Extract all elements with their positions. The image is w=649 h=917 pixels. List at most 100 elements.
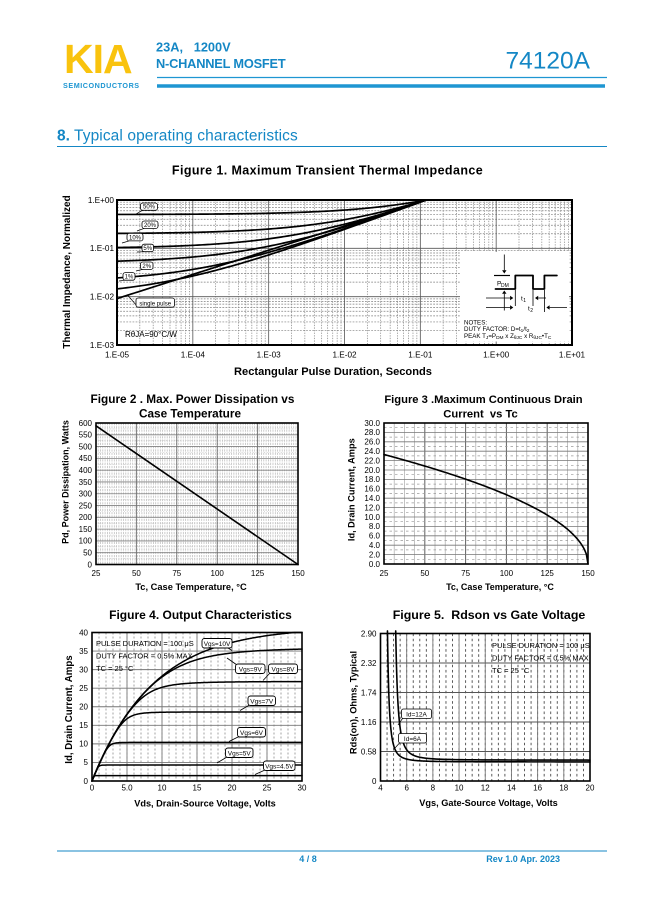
svg-text:20: 20 (586, 784, 595, 793)
svg-text:550: 550 (79, 431, 93, 440)
svg-text:Vgs, Gate-Source Voltage, Volt: Vgs, Gate-Source Voltage, Volts (419, 798, 558, 808)
svg-text:30: 30 (298, 784, 307, 793)
svg-text:26.0: 26.0 (364, 438, 380, 447)
svg-text:5: 5 (84, 758, 89, 767)
svg-text:40: 40 (79, 628, 88, 637)
svg-text:20%: 20% (144, 223, 157, 229)
svg-text:Figure 5. Rdson vs Gate Volta: Figure 5. Rdson vs Gate Voltage (393, 608, 586, 622)
svg-text:Rectangular Pulse Duration, Se: Rectangular Pulse Duration, Seconds (234, 366, 432, 378)
svg-text:Figure 1. Maximum Transient Th: Figure 1. Maximum Transient Thermal Impe… (172, 164, 483, 178)
svg-text:23A, 1200V: 23A, 1200V (156, 40, 231, 55)
svg-text:18: 18 (559, 784, 568, 793)
svg-text:16.0: 16.0 (364, 485, 380, 494)
svg-text:10: 10 (158, 784, 167, 793)
svg-text:6.0: 6.0 (369, 532, 381, 541)
svg-text:125: 125 (251, 569, 265, 578)
svg-text:1.E-01: 1.E-01 (90, 244, 115, 253)
svg-text:N-CHANNEL MOSFET: N-CHANNEL MOSFET (156, 56, 286, 71)
svg-text:8.0: 8.0 (369, 522, 381, 531)
svg-text:22.0: 22.0 (364, 456, 380, 465)
svg-text:Figure 3 .Maximum Continuous D: Figure 3 .Maximum Continuous Drain (384, 394, 582, 406)
svg-text:1.E-04: 1.E-04 (181, 351, 206, 360)
svg-text:t: t (521, 296, 523, 303)
svg-text:1.E+00: 1.E+00 (483, 351, 510, 360)
svg-text:Case Temperature: Case Temperature (139, 407, 242, 421)
svg-text:2: 2 (530, 308, 533, 314)
svg-text:1.E-02: 1.E-02 (332, 351, 357, 360)
svg-text:30.0: 30.0 (364, 419, 380, 428)
svg-text:150: 150 (291, 569, 305, 578)
svg-text:DM: DM (501, 283, 509, 289)
svg-text:Id=12A: Id=12A (406, 712, 427, 719)
svg-text:Vgs=5V: Vgs=5V (228, 751, 252, 758)
svg-text:20.0: 20.0 (364, 466, 380, 475)
svg-text:0: 0 (372, 777, 377, 786)
svg-text:450: 450 (79, 454, 93, 463)
svg-text:14: 14 (507, 784, 516, 793)
svg-text:14.0: 14.0 (364, 494, 380, 503)
svg-text:18.0: 18.0 (364, 475, 380, 484)
svg-text:200: 200 (79, 513, 93, 522)
svg-text:Rev 1.0 Apr. 2023: Rev 1.0 Apr. 2023 (486, 854, 560, 864)
svg-text:15: 15 (193, 784, 202, 793)
svg-text:2.0: 2.0 (369, 550, 381, 559)
svg-text:Rds(on), Ohms, Typical: Rds(on), Ohms, Typical (349, 651, 359, 754)
svg-text:5%: 5% (143, 246, 152, 252)
svg-text:10: 10 (455, 784, 464, 793)
svg-text:RθJA=90°C/W: RθJA=90°C/W (125, 330, 177, 339)
svg-text:5.0: 5.0 (121, 784, 133, 793)
svg-text:Figure 4. Output Characteristi: Figure 4. Output Characteristics (109, 608, 292, 622)
svg-text:20: 20 (79, 703, 88, 712)
svg-text:6: 6 (404, 784, 409, 793)
svg-text:Vgs=10V: Vgs=10V (204, 641, 231, 648)
svg-text:t: t (528, 306, 530, 313)
svg-text:Id, Drain Current, Amps: Id, Drain Current, Amps (64, 655, 75, 763)
svg-text:NOTES:: NOTES: (464, 320, 487, 327)
svg-text:Thermal Impedance, Normalized: Thermal Impedance, Normalized (62, 195, 73, 348)
svg-text:8: 8 (431, 784, 436, 793)
svg-text:1.E-01: 1.E-01 (408, 351, 433, 360)
svg-text:4 / 8: 4 / 8 (299, 854, 317, 864)
svg-text:0: 0 (84, 777, 89, 786)
svg-text:Pd, Power Dissipation, Watts: Pd, Power Dissipation, Watts (61, 420, 71, 544)
svg-text:1: 1 (523, 298, 526, 304)
svg-text:Vgs=9V: Vgs=9V (239, 667, 263, 674)
svg-text:1.E+00: 1.E+00 (88, 196, 115, 205)
svg-text:300: 300 (79, 490, 93, 499)
svg-text:2.90: 2.90 (361, 629, 377, 638)
svg-text:SEMICONDUCTORS: SEMICONDUCTORS (63, 81, 140, 90)
svg-text:150: 150 (581, 569, 595, 578)
svg-text:1.74: 1.74 (361, 688, 377, 697)
svg-text:16: 16 (533, 784, 542, 793)
svg-text:25: 25 (92, 569, 101, 578)
svg-text:Id, Drain Current, Amps: Id, Drain Current, Amps (346, 438, 356, 541)
svg-text:2%: 2% (142, 264, 151, 270)
svg-text:100: 100 (211, 569, 225, 578)
svg-text:KIA: KIA (64, 36, 132, 82)
svg-text:0.58: 0.58 (361, 747, 377, 756)
svg-text:0: 0 (90, 784, 95, 793)
svg-text:PULSE DURATION = 100 μS: PULSE DURATION = 100 μS (492, 641, 590, 650)
svg-text:1.E-03: 1.E-03 (257, 351, 282, 360)
svg-text:500: 500 (79, 442, 93, 451)
svg-text:100: 100 (79, 537, 93, 546)
svg-text:600: 600 (79, 419, 93, 428)
svg-text:TC = 25 °C: TC = 25 °C (96, 664, 134, 673)
svg-text:Typical operating characterist: Typical operating characteristics (74, 128, 298, 145)
svg-text:0.0: 0.0 (369, 560, 381, 569)
svg-text:DUTY FACTOR: D=t1/t2: DUTY FACTOR: D=t1/t2 (464, 326, 530, 334)
svg-text:single pulse: single pulse (139, 302, 171, 308)
svg-text:TC = 25 °C: TC = 25 °C (492, 666, 530, 675)
svg-text:4: 4 (378, 784, 383, 793)
svg-text:PEAK TJ=PDM x ZθJC x RθJC•TC: PEAK TJ=PDM x ZθJC x RθJC•TC (464, 333, 552, 341)
svg-text:35: 35 (79, 647, 88, 656)
svg-text:DUTY FACTOR = 0.5% MAX: DUTY FACTOR = 0.5% MAX (96, 652, 193, 661)
svg-text:1.E-02: 1.E-02 (90, 292, 115, 301)
svg-text:PULSE DURATION = 100 μS: PULSE DURATION = 100 μS (96, 639, 194, 648)
svg-text:8.: 8. (57, 128, 70, 145)
svg-text:28.0: 28.0 (364, 428, 380, 437)
svg-text:4.0: 4.0 (369, 541, 381, 550)
svg-text:Vgs=4.5V: Vgs=4.5V (265, 764, 294, 771)
svg-text:24.0: 24.0 (364, 447, 380, 456)
svg-text:350: 350 (79, 478, 93, 487)
